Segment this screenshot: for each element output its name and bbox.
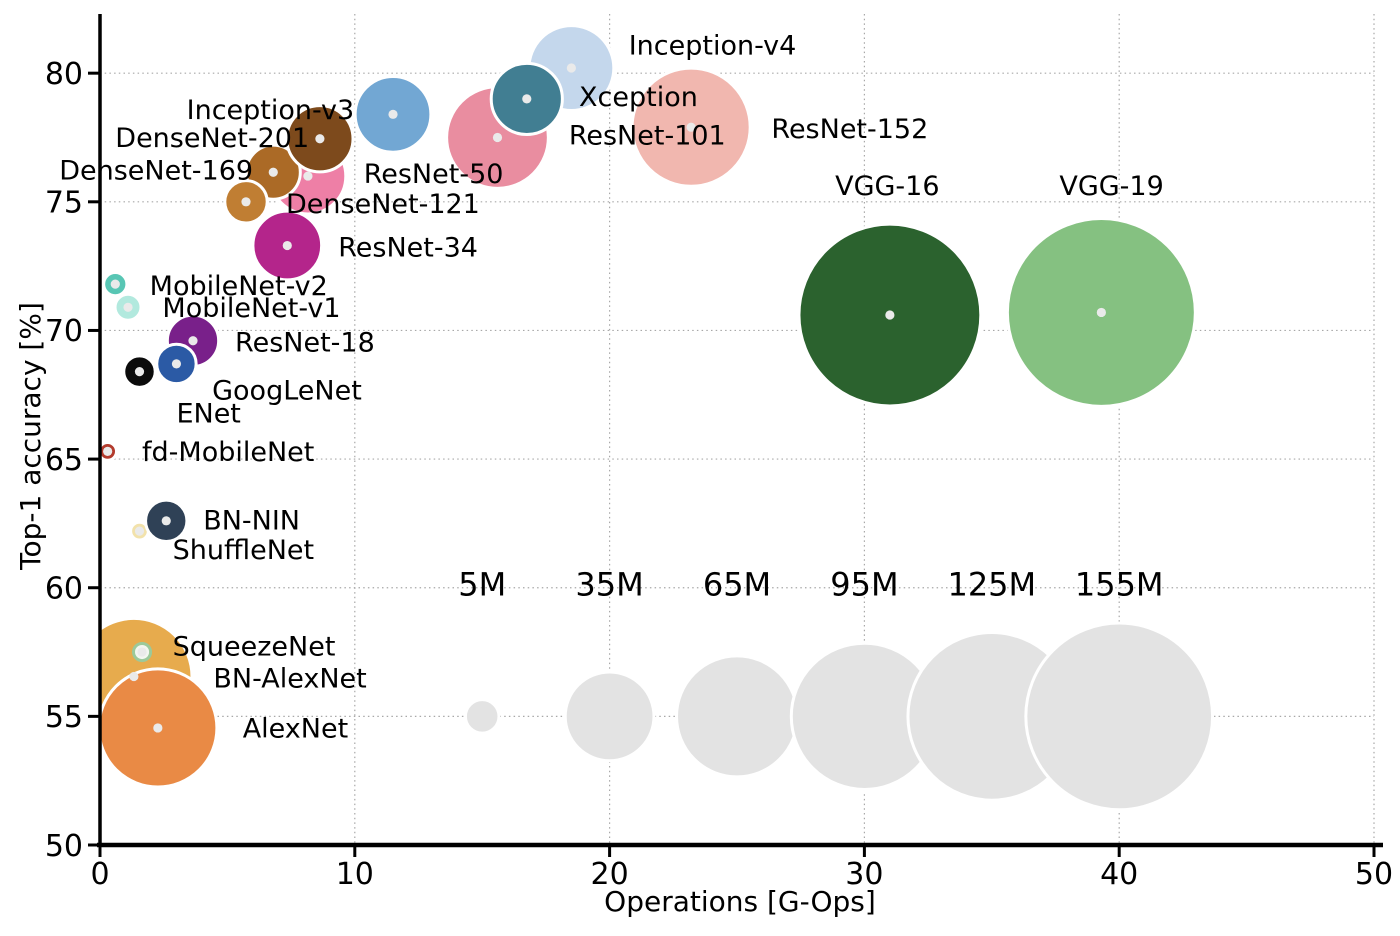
center-dot-densenet-121 <box>241 197 251 207</box>
legend-bubble-65m <box>675 654 799 779</box>
center-dot-densenet-169 <box>268 167 278 177</box>
model-label-xception: Xception <box>579 82 698 113</box>
model-label-densenet-201: DenseNet-201 <box>115 123 309 154</box>
x-tick-label-40: 40 <box>1100 857 1138 892</box>
center-dot-shufflenet <box>134 526 145 536</box>
center-dot-mobilenet-v1 <box>123 302 133 312</box>
y-tick-label-65: 65 <box>45 443 83 478</box>
legend-label-5m: 5M <box>458 565 506 603</box>
model-label-resnet-101: ResNet-101 <box>569 121 726 152</box>
axes: 0 10 20 30 40 50 50 55 60 65 70 75 80 <box>45 14 1393 892</box>
legend-label-95m: 95M <box>830 565 898 603</box>
center-dot-enet <box>134 367 145 377</box>
center-dot-resnet-152 <box>686 122 696 132</box>
model-label-mobilenet-v2: MobileNet-v2 <box>150 271 328 302</box>
model-label-densenet-121: DenseNet-121 <box>286 189 480 220</box>
center-dot-alexnet <box>153 723 163 733</box>
model-label-bn-alexnet: BN-AlexNet <box>213 663 366 694</box>
model-label-vgg-19: VGG-19 <box>1059 171 1163 202</box>
x-tick-label-30: 30 <box>845 857 883 892</box>
model-label-vgg-16: VGG-16 <box>835 171 939 202</box>
y-tick-label-75: 75 <box>45 186 83 221</box>
y-axis-title: Top-1 accuracy [%] <box>14 302 47 571</box>
center-dot-bn-nin <box>161 516 171 526</box>
y-tick-label-80: 80 <box>45 57 83 92</box>
model-label-inception-v3: Inception-v3 <box>187 95 355 126</box>
model-label-alexnet: AlexNet <box>243 714 348 745</box>
center-dot-vgg-19 <box>1096 307 1106 318</box>
x-tick-label-20: 20 <box>591 857 629 892</box>
legend-label-65m: 65M <box>703 565 771 603</box>
bubble-center-dots <box>103 63 1106 733</box>
model-label-enet: ENet <box>176 398 240 429</box>
center-dot-googlenet <box>171 359 182 369</box>
bubble-size-legend: 5M 35M 65M 95M 125M 155M <box>458 565 1215 812</box>
model-label-shufflenet: ShuffleNet <box>173 535 314 566</box>
legend-bubble-5m <box>463 698 501 735</box>
legend-label-35m: 35M <box>575 565 643 603</box>
center-dot-vgg-16 <box>885 310 895 320</box>
y-tick-label-55: 55 <box>45 700 83 735</box>
center-dot-resnet-101 <box>492 132 503 143</box>
center-dot-xception <box>522 94 532 104</box>
center-dot-resnet-34 <box>282 240 292 251</box>
center-dot-resnet-50 <box>303 171 313 181</box>
model-label-mobilenet-v1: MobileNet-v1 <box>162 293 340 324</box>
center-dot-densenet-201 <box>315 134 325 144</box>
y-tick-label-60: 60 <box>45 572 83 607</box>
center-dot-mobilenet-v2 <box>110 279 120 289</box>
y-tick-label-50: 50 <box>45 829 83 864</box>
model-label-resnet-34: ResNet-34 <box>338 233 478 264</box>
legend-label-125m: 125M <box>947 565 1036 603</box>
center-dot-resnet-18 <box>188 336 198 346</box>
legend-label-155m: 155M <box>1075 565 1164 603</box>
x-axis-title: Operations [G-Ops] <box>604 885 876 918</box>
model-label-googlenet: GoogLeNet <box>212 375 362 406</box>
model-label-resnet-18: ResNet-18 <box>235 328 375 359</box>
center-dot-squeezenet <box>137 647 147 657</box>
model-label-inception-v4: Inception-v4 <box>629 31 797 62</box>
model-label-fd-mobilenet: fd-MobileNet <box>142 437 314 468</box>
model-label-bn-nin: BN-NIN <box>203 505 300 536</box>
center-dot-fd-mobilenet <box>103 446 113 456</box>
model-labels: Inception-v4 ResNet-152 ResNet-101 Xception… <box>59 31 1164 745</box>
legend-bubble-35m <box>563 670 656 763</box>
model-label-densenet-169: DenseNet-169 <box>59 155 253 186</box>
x-tick-label-50: 50 <box>1355 857 1393 892</box>
center-dot-bn-alexnet <box>129 671 139 682</box>
model-label-resnet-50: ResNet-50 <box>364 159 504 190</box>
x-tick-label-10: 10 <box>336 857 374 892</box>
center-dot-inception-v3 <box>388 109 398 119</box>
model-label-resnet-152: ResNet-152 <box>771 114 928 145</box>
center-dot-inception-v4 <box>566 63 576 73</box>
y-tick-label-70: 70 <box>45 314 83 349</box>
x-tick-label-0: 0 <box>90 857 109 892</box>
legend-bubble-155m <box>1024 621 1215 812</box>
model-label-squeezenet: SqueezeNet <box>173 631 336 662</box>
